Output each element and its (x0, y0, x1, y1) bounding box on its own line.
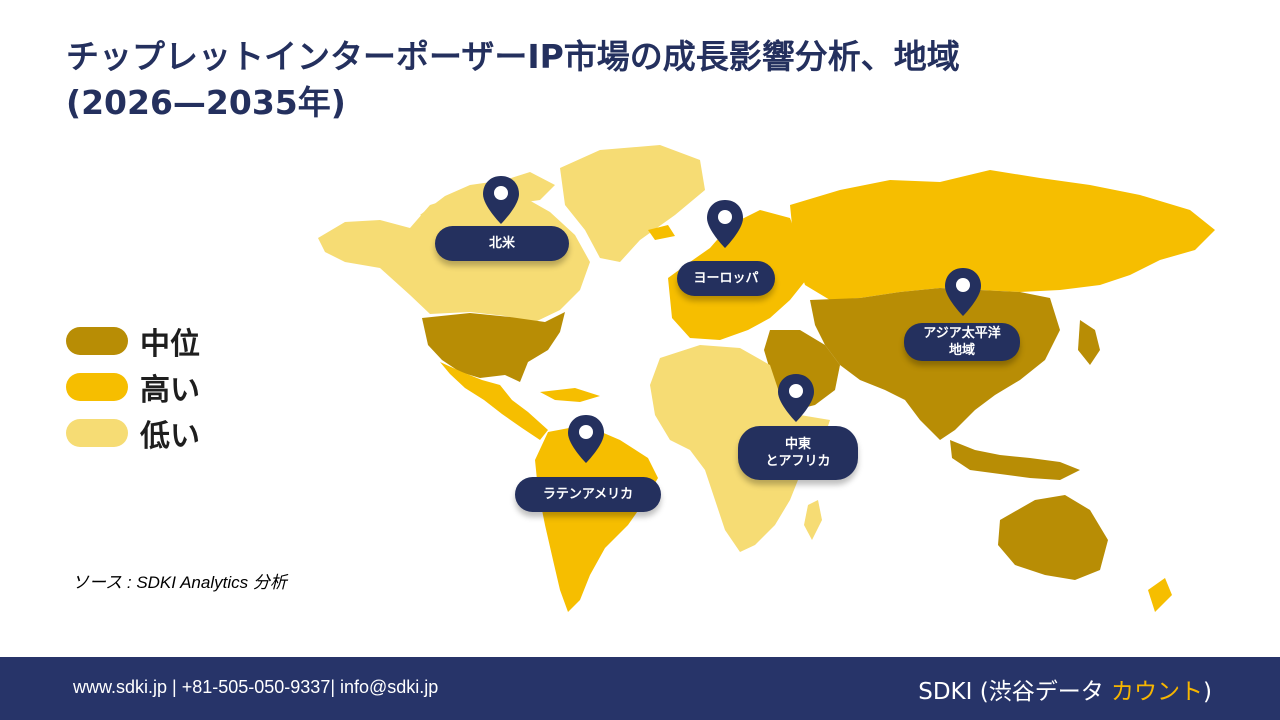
source-note: ソース : SDKI Analytics 分析 (72, 573, 287, 592)
legend-item-high: 高い (66, 364, 200, 410)
footer-contact[interactable]: www.sdki.jp | +81-505-050-9337| info@sdk… (73, 677, 439, 697)
latin-america-pin-icon (568, 415, 604, 463)
middle-east-text-1: 中東 (784, 437, 811, 452)
north-america-pin-icon (483, 176, 519, 224)
mexico-shape (440, 362, 548, 440)
asia-pacific-pin-icon (945, 268, 981, 316)
legend-item-low: 低い (66, 410, 200, 456)
map-legend: 中位 高い 低い (66, 318, 200, 456)
new-zealand-shape (1148, 578, 1172, 612)
asia-shape (810, 288, 1060, 440)
footer-bar: www.sdki.jp | +81-505-050-9337| info@sdk… (0, 657, 1280, 720)
middle-east-pin-icon (778, 374, 814, 422)
region-label-asia-pacific: アジア太平洋 地域 (904, 323, 1020, 361)
north-america-text: 北米 (488, 236, 515, 251)
madagascar-shape (804, 500, 822, 540)
brand-accent: カウント (1111, 679, 1204, 705)
legend-label-low: 低い (140, 419, 200, 454)
greenland-shape (560, 145, 705, 262)
legend-item-medium: 中位 (66, 318, 200, 364)
japan-shape (1078, 320, 1100, 365)
legend-label-medium: 中位 (140, 327, 200, 362)
brand-prefix: SDKI (渋谷データ (918, 679, 1112, 705)
asia-pacific-text-2: 地域 (948, 343, 975, 358)
asia-pacific-text-1: アジア太平洋 (923, 326, 1001, 341)
legend-swatch-high (66, 373, 128, 401)
southeast-asia-shape (950, 440, 1080, 480)
footer-brand: SDKI (渋谷データ カウント) (918, 672, 1212, 706)
region-label-europe: ヨーロッパ (677, 261, 775, 296)
europe-text: ヨーロッパ (693, 271, 759, 286)
iceland-shape (648, 225, 675, 240)
region-label-latin-america: ラテンアメリカ (515, 477, 661, 512)
legend-swatch-low (66, 419, 128, 447)
south-america-shape (535, 425, 658, 612)
russia-shape (790, 170, 1215, 300)
australia-shape (998, 495, 1108, 580)
region-label-middle-east-africa: 中東 とアフリカ (738, 426, 858, 480)
europe-pin-icon (707, 200, 743, 248)
title-line-2: (2026—2035年) (66, 83, 346, 122)
region-label-north-america: 北米 (435, 226, 569, 261)
legend-label-high: 高い (140, 373, 200, 408)
latin-america-text: ラテンアメリカ (542, 487, 634, 502)
world-map (318, 145, 1215, 612)
usa-shape (422, 312, 565, 382)
brand-suffix: ) (1203, 679, 1212, 705)
title-line-1: チップレットインターポーザーIP市場の成長影響分析、地域 (66, 37, 960, 76)
middle-east-text-2: とアフリカ (765, 454, 831, 469)
page-title: チップレットインターポーザーIP市場の成長影響分析、地域 (2026—2035年… (66, 34, 1166, 126)
caribbean-shape (540, 388, 600, 402)
legend-swatch-medium (66, 327, 128, 355)
